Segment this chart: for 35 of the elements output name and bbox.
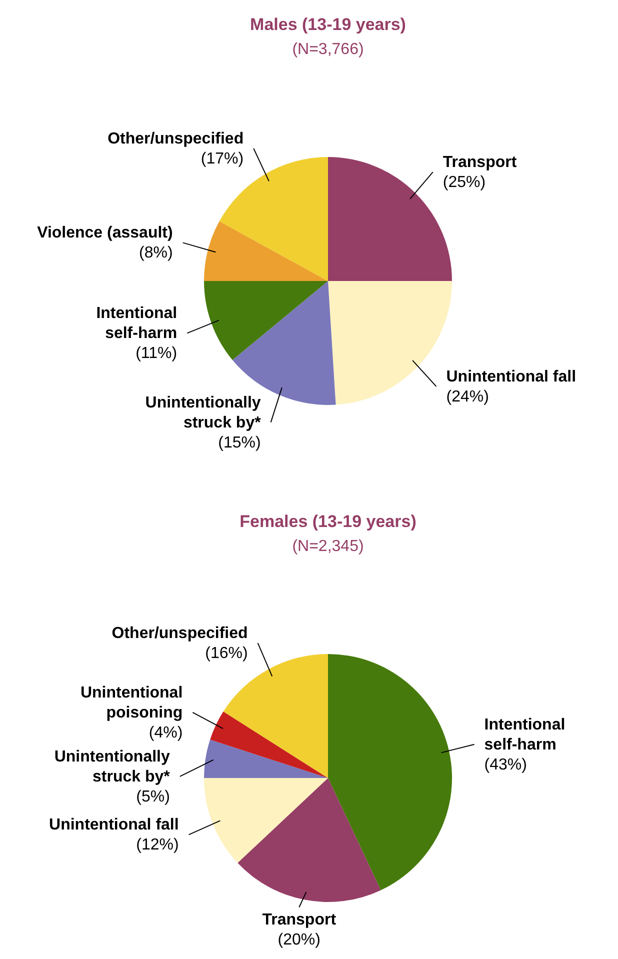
chart-subtitle: (N=2,345) xyxy=(292,538,364,555)
pie-slice xyxy=(204,221,328,281)
slice-label: Intentional self-harm xyxy=(96,305,178,342)
data-label: (8%) xyxy=(139,244,173,262)
data-label: (12%) xyxy=(136,836,179,854)
data-label: (17%) xyxy=(200,150,244,168)
pie-slice xyxy=(238,778,381,902)
slice-label: Unintentionally struck by* xyxy=(145,394,262,432)
chart-subtitle: (N=3,766) xyxy=(292,41,364,58)
slice-label: Unintentional poisoning xyxy=(80,684,183,722)
pie-slice xyxy=(204,778,328,863)
slice-label: Other/unspecified xyxy=(108,130,244,148)
data-label: (15%) xyxy=(218,434,261,452)
slice-label: Other/unspecified xyxy=(112,625,248,642)
data-label: (43%) xyxy=(484,756,527,774)
slice-label: Transport xyxy=(442,154,518,172)
pie-slice xyxy=(210,712,328,778)
data-label: (11%) xyxy=(136,345,178,362)
pie-slice xyxy=(204,740,328,778)
data-label: (20%) xyxy=(278,931,320,948)
slice-label: Unintentional fall xyxy=(49,816,179,834)
slice-label: Unintentional fall xyxy=(446,368,576,386)
chart-title: Females (13-19 years) xyxy=(240,512,416,531)
pie-slice xyxy=(328,654,452,890)
slice-label: Transport xyxy=(262,911,337,928)
data-label: (24%) xyxy=(446,388,489,406)
data-label: (4%) xyxy=(148,724,183,742)
slice-label: Intentional self-harm xyxy=(484,716,566,754)
data-label: (16%) xyxy=(205,645,248,662)
pie-slice xyxy=(204,281,328,360)
data-label: (25%) xyxy=(442,174,486,192)
data-label: (5%) xyxy=(136,788,170,806)
slice-label: Unintentionally struck by* xyxy=(54,748,171,786)
slice-label: Violence (assault) xyxy=(37,224,173,242)
chart-title: Males (13-19 years) xyxy=(250,15,406,34)
